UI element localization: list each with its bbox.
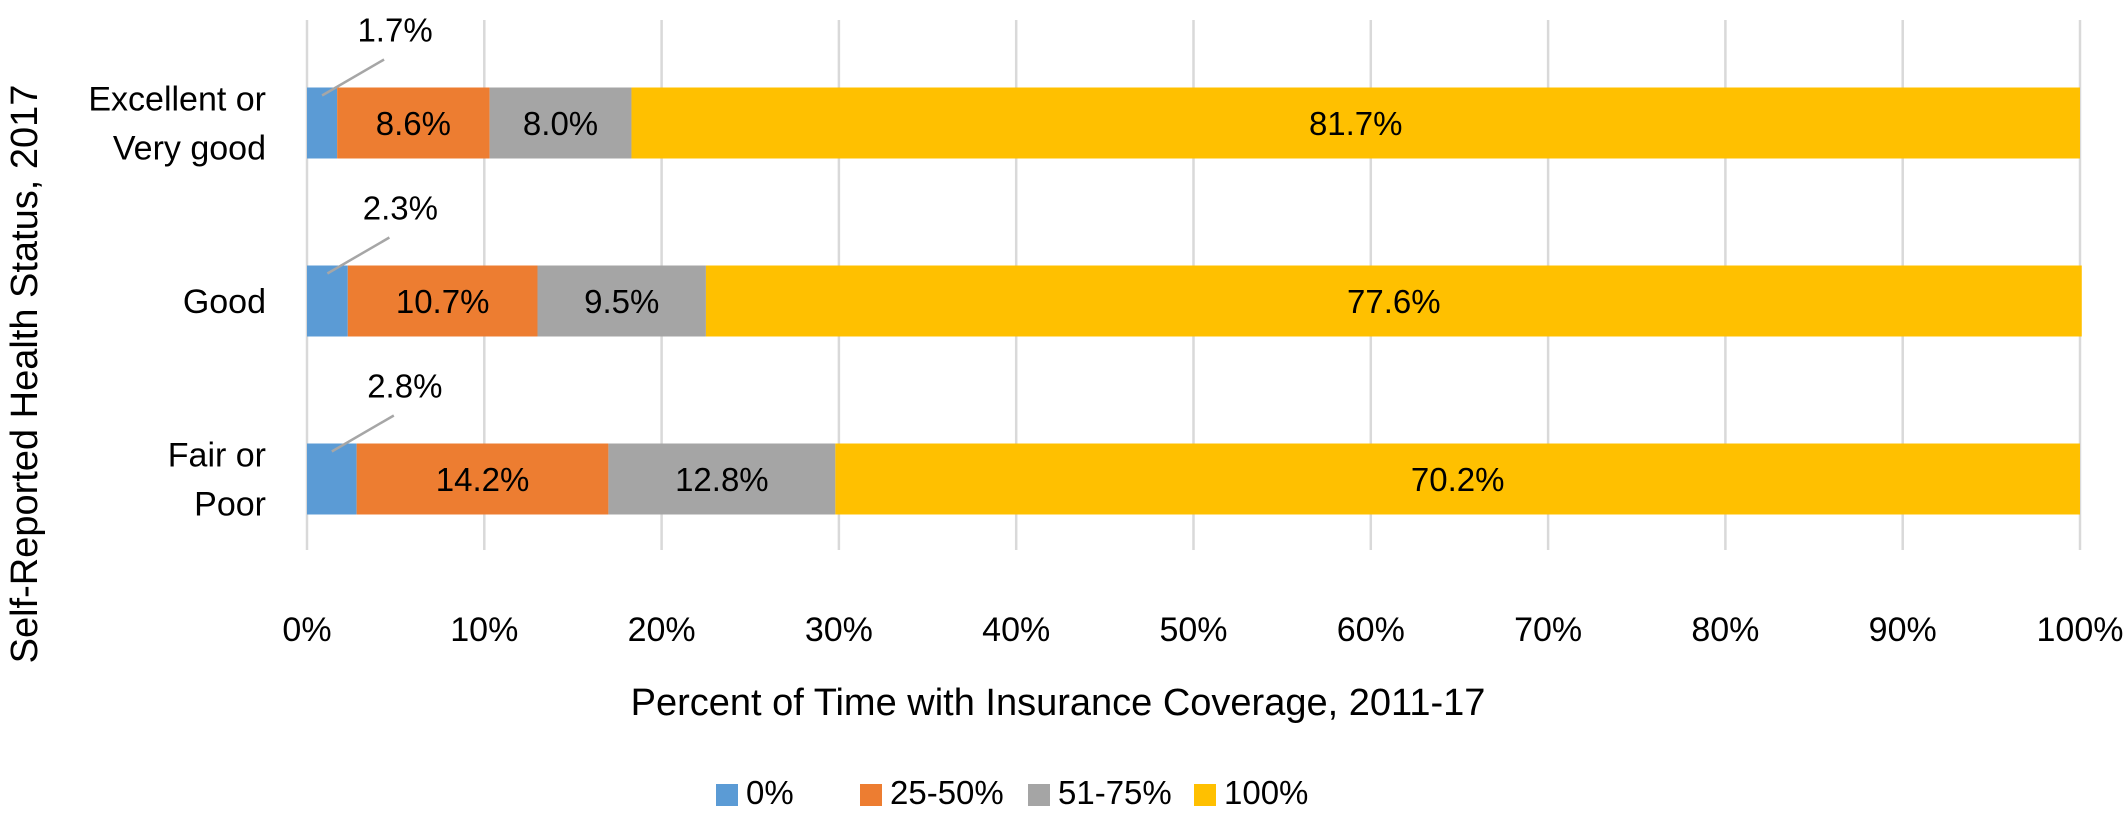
category-label-line: Very good xyxy=(113,130,266,168)
legend-swatch xyxy=(716,784,738,806)
category-label-line: Poor xyxy=(194,486,266,524)
data-label: 9.5% xyxy=(584,283,659,320)
data-label: 14.2% xyxy=(436,461,530,498)
data-label-leader-line xyxy=(321,58,385,97)
legend-swatch xyxy=(1194,784,1216,806)
data-label-leader-line xyxy=(331,414,395,453)
data-label: 10.7% xyxy=(396,283,490,320)
category-label-line: Fair or xyxy=(168,437,266,475)
x-axis-title: Percent of Time with Insurance Coverage,… xyxy=(631,682,1486,724)
data-labels: 1.7% 8.6% 8.0% 81.7% 2.3% 10.7% 9.5% 77.6% 2.8% 1… xyxy=(321,12,1505,498)
bar-segment-51-75- xyxy=(489,87,632,159)
bar-segment-0- xyxy=(307,265,348,337)
data-label: 81.7% xyxy=(1309,105,1403,142)
legend-label: 25-50% xyxy=(890,774,1004,811)
x-tick-label: 20% xyxy=(628,611,696,649)
data-label: 2.8% xyxy=(367,368,442,405)
data-label: 8.6% xyxy=(376,105,451,142)
bar-segment-100- xyxy=(835,443,2080,515)
category-label-line: Good xyxy=(183,283,266,321)
bars xyxy=(307,87,2082,515)
data-label: 8.0% xyxy=(523,105,598,142)
x-tick-label: 40% xyxy=(982,611,1050,649)
bar-segment-25-50- xyxy=(347,265,538,337)
bar-segment-25-50- xyxy=(356,443,609,515)
bar-segment-51-75- xyxy=(608,443,836,515)
bar-segment-0- xyxy=(307,443,357,515)
legend-swatch xyxy=(1028,784,1050,806)
bar-segment-0- xyxy=(307,87,338,159)
category-label: Good xyxy=(183,283,266,321)
x-tick-label: 10% xyxy=(450,611,518,649)
data-label: 70.2% xyxy=(1411,461,1505,498)
x-tick-label: 70% xyxy=(1514,611,1582,649)
bar-segment-25-50- xyxy=(337,87,490,159)
bar-segment-100- xyxy=(705,265,2082,337)
category-label: Fair or Poor xyxy=(168,437,266,524)
y-axis-title: Self-Reported Health Status, 2017 xyxy=(4,85,46,664)
legend-swatch xyxy=(860,784,882,806)
x-tick-label: 90% xyxy=(1869,611,1937,649)
category-label-line: Excellent or xyxy=(88,81,266,119)
data-label: 12.8% xyxy=(675,461,769,498)
data-label: 2.3% xyxy=(363,190,438,227)
bar-segment-100- xyxy=(631,87,2080,159)
x-tick-label: 80% xyxy=(1691,611,1759,649)
legend: 0% 25-50% 51-75% 100% xyxy=(716,774,1308,811)
x-tick-labels: 0% 10% 20% 30% 40% 50% 60% 70% 80% 90% 100% xyxy=(282,611,2123,649)
x-tick-label: 100% xyxy=(2037,611,2124,649)
x-tick-label: 60% xyxy=(1337,611,1405,649)
category-label: Excellent or Very good xyxy=(88,81,266,168)
legend-label: 51-75% xyxy=(1058,774,1172,811)
bar-segment-51-75- xyxy=(537,265,706,337)
category-labels: Excellent or Very good Good Fair or Poor xyxy=(88,81,266,524)
data-label: 1.7% xyxy=(357,12,432,49)
data-label-leader-line xyxy=(326,236,391,275)
legend-label: 0% xyxy=(746,774,794,811)
x-tick-label: 0% xyxy=(282,611,331,649)
data-label: 77.6% xyxy=(1347,283,1441,320)
x-tick-label: 50% xyxy=(1159,611,1227,649)
x-tick-label: 30% xyxy=(805,611,873,649)
legend-label: 100% xyxy=(1224,774,1308,811)
